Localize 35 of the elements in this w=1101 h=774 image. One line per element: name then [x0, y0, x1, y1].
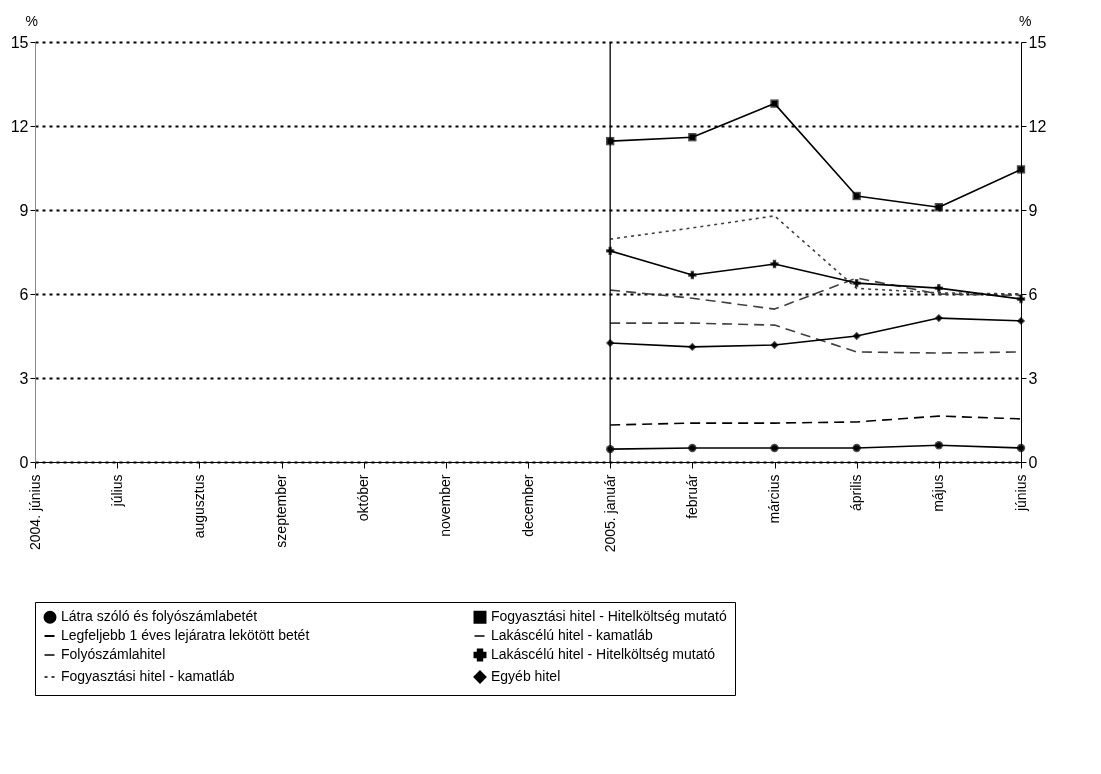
x-tick-label: augusztus: [190, 474, 207, 539]
y-tick-label: 9: [19, 201, 29, 219]
x-tick-label: szeptember: [273, 474, 289, 548]
y2-tick-label: 9: [1028, 201, 1038, 219]
legend-label: Folyószámlahitel: [61, 646, 166, 662]
y2-axis-title: %: [1019, 12, 1032, 29]
legend-label: Fogyasztási hitel - kamatláb: [61, 668, 235, 684]
x-tick-label: november: [437, 474, 454, 537]
x-tick-label: április: [848, 474, 865, 512]
x-tick-label: 2005. január: [601, 474, 618, 553]
x-tick-label: március: [766, 474, 782, 524]
y2-tick-label: 6: [1028, 285, 1038, 303]
y-tick-label: 6: [19, 285, 29, 303]
x-tick-label: október: [355, 474, 372, 522]
x-tick-label: május: [930, 474, 947, 512]
y2-tick-label: 0: [1028, 453, 1038, 471]
x-tick-label: december: [519, 474, 536, 537]
legend-label: Lakáscélú hitel - Hitelköltség mutató: [491, 646, 716, 662]
y-tick-label: 0: [19, 453, 29, 471]
y2-tick-label: 12: [1028, 117, 1047, 135]
x-tick-label: július: [108, 474, 125, 508]
y-axis-title: %: [25, 12, 38, 29]
x-tick-label: 2004. június: [26, 474, 43, 551]
y-tick-label: 12: [10, 117, 29, 135]
y-tick-label: 3: [19, 369, 29, 387]
y-tick-label: 15: [10, 33, 29, 51]
x-tick-label: február: [683, 474, 700, 519]
legend-label: Lakáscélú hitel - kamatláb: [491, 627, 654, 643]
x-tick-label: június: [1012, 474, 1029, 513]
legend-label: Legfeljebb 1 éves lejáratra lekötött betét: [61, 627, 310, 643]
legend-label: Fogyasztási hitel - Hitelköltség mutató: [491, 608, 727, 625]
legend-label: Látra szóló és folyószámlabetét: [61, 608, 258, 625]
legend-label: Egyéb hitel: [491, 668, 561, 684]
y2-tick-label: 3: [1028, 369, 1038, 387]
y2-tick-label: 15: [1028, 33, 1047, 51]
